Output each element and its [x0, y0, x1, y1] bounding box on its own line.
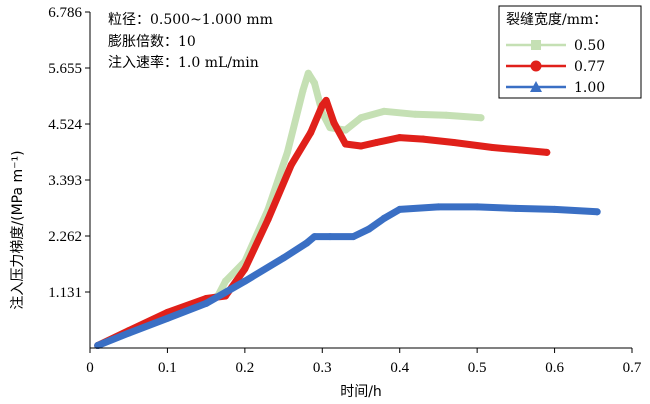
data-point [287, 161, 295, 169]
data-point [419, 135, 427, 143]
annotation-particle-size: 粒径：0.500~1.000 mm [108, 12, 273, 28]
x-tick-label: 0 [86, 360, 94, 376]
tick-layer: 0 0.1 0.2 0.3 0.4 0.5 0.6 0.7 1.131 2.262 3.393 4.5… [48, 5, 642, 376]
legend-title: 裂缝宽度/mm： [506, 11, 607, 28]
y-tick-label: 4.524 [48, 117, 82, 133]
data-point [303, 239, 311, 247]
legend: 裂缝宽度/mm： 0.50 0.77 1.00 [498, 5, 642, 99]
data-point [318, 101, 326, 109]
data-point [477, 114, 485, 122]
data-point [94, 342, 102, 350]
data-point [411, 110, 419, 118]
legend-label: 0.50 [574, 38, 605, 54]
x-axis-title: 时间/h [340, 384, 382, 400]
data-point [489, 143, 497, 151]
data-point [349, 233, 357, 241]
data-point [396, 205, 404, 213]
data-point [372, 139, 380, 147]
x-tick-label: 0.7 [623, 360, 642, 376]
data-point [202, 299, 210, 307]
x-tick-label: 0.5 [468, 360, 487, 376]
data-point [450, 139, 458, 147]
data-point [434, 203, 442, 211]
data-point [163, 314, 171, 322]
data-point [593, 208, 601, 216]
data-point [326, 233, 334, 241]
data-point [330, 119, 338, 127]
data-point [396, 134, 404, 142]
series-line-1.00 [94, 203, 601, 349]
y-tick-label: 5.655 [48, 61, 82, 77]
series-line-0.77 [94, 96, 551, 349]
data-point [241, 265, 249, 273]
series-layer [94, 69, 601, 350]
data-point [307, 129, 315, 137]
data-point [304, 69, 312, 77]
legend-box [498, 5, 642, 99]
data-point [125, 329, 133, 337]
y-tick-label: 2.262 [48, 229, 82, 245]
data-point [283, 148, 291, 156]
x-tick-label: 0.6 [545, 360, 564, 376]
data-point [516, 146, 524, 154]
y-tick-label: 1.131 [48, 285, 82, 301]
data-point [311, 233, 319, 241]
y-tick-label: 6.786 [48, 5, 82, 21]
x-tick-label: 0.3 [313, 360, 332, 376]
data-point [473, 203, 481, 211]
annotation-expansion-ratio: 膨胀倍数：10 [108, 33, 196, 50]
data-point [543, 148, 551, 156]
data-point [357, 114, 365, 122]
y-axis-title: 注入压力梯度/(MPa m⁻¹) [10, 150, 26, 309]
data-point [365, 225, 373, 233]
data-point [380, 107, 388, 115]
legend-marker-triangle [530, 81, 542, 92]
legend-marker-square [531, 40, 541, 50]
data-point [322, 96, 330, 104]
data-point [241, 277, 249, 285]
x-tick-label: 0.4 [390, 360, 409, 376]
data-point [512, 204, 520, 212]
legend-label: 1.00 [574, 80, 605, 96]
data-point [311, 79, 319, 87]
legend-items: 0.50 0.77 1.00 [506, 38, 605, 96]
y-tick-label: 3.393 [48, 173, 82, 189]
data-point [222, 277, 229, 285]
data-point [551, 205, 559, 213]
x-tick-label: 0.2 [235, 360, 254, 376]
x-tick-label: 0.1 [158, 360, 177, 376]
legend-marker-circle [530, 60, 542, 72]
data-point [264, 215, 272, 223]
annotation-injection-rate: 注入速率：1.0 mL/min [108, 54, 259, 71]
data-point [280, 254, 288, 262]
data-point [442, 111, 450, 119]
data-point [342, 140, 350, 148]
data-point [299, 87, 307, 95]
data-point [357, 142, 365, 150]
legend-label: 0.77 [574, 59, 605, 75]
data-point [342, 126, 350, 134]
data-point [380, 214, 388, 222]
